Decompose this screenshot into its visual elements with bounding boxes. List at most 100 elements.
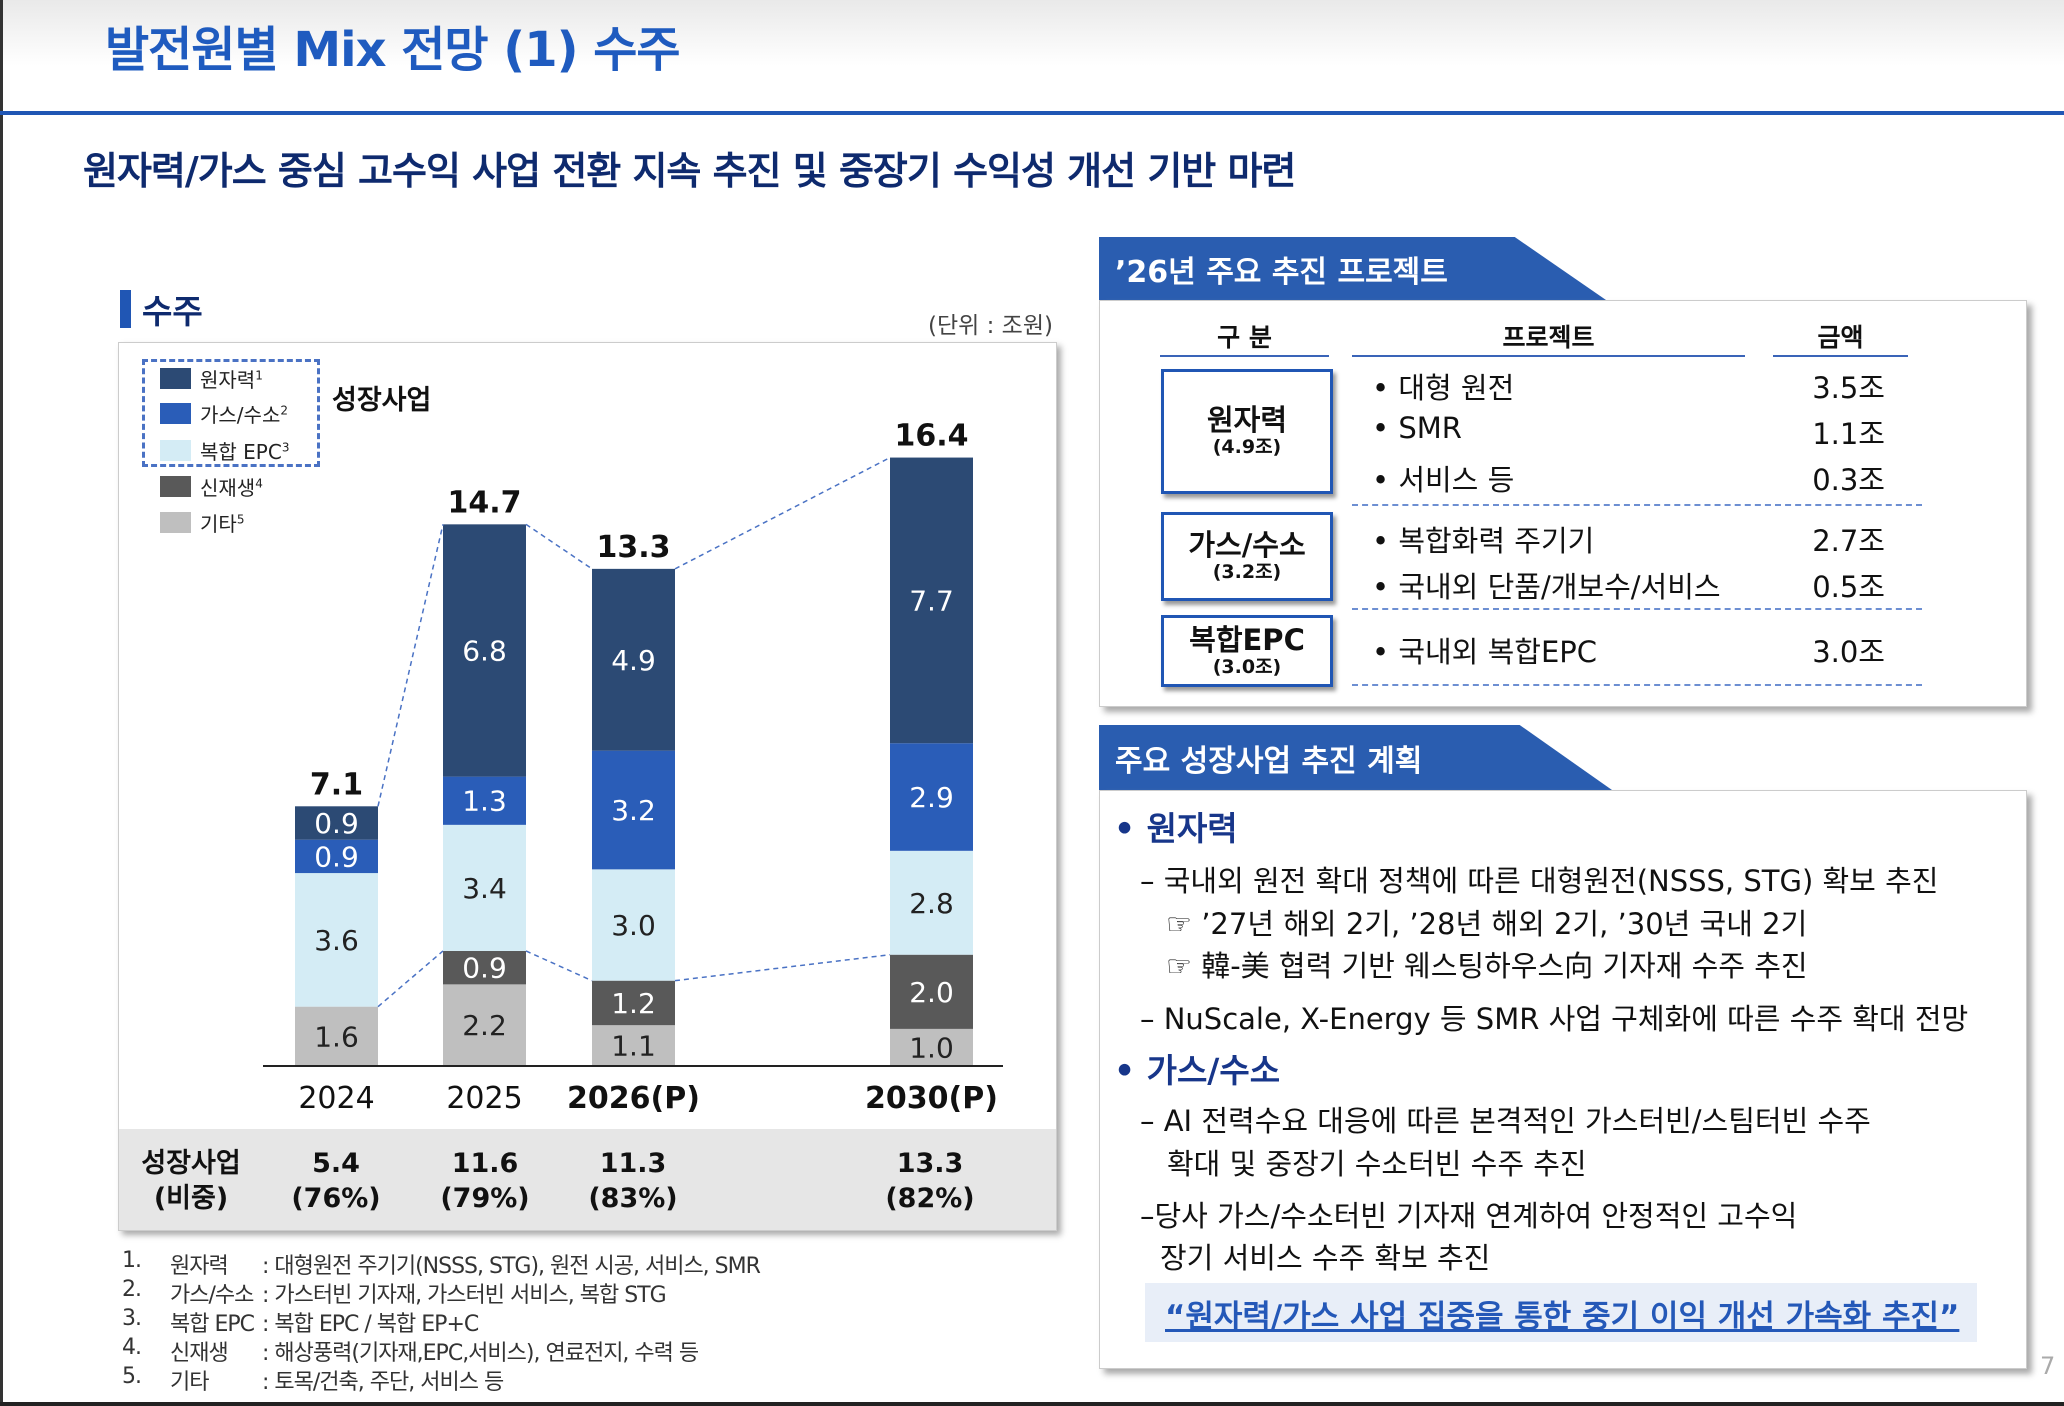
bar-segment-4 — [592, 568, 675, 751]
section-title: 수주 — [142, 292, 203, 331]
growth-value: 11.6 (79%) — [415, 1146, 555, 1216]
year-label: 2026(P) — [567, 1081, 700, 1116]
project-item: • 대형 원전 — [1372, 371, 1515, 405]
bar-segment-4 — [295, 806, 378, 840]
plan-panel — [1099, 790, 2027, 1369]
legend-label: 복합 EPC3 — [200, 436, 289, 465]
bar-segment-1 — [443, 950, 526, 985]
segment-label: 3.4 — [462, 872, 507, 905]
segment-label: 3.2 — [611, 794, 656, 827]
plan-heading-gas: • 가스/수소 — [1114, 1051, 1281, 1090]
growth-value: 11.3 (83%) — [563, 1146, 703, 1216]
col-underline — [1773, 355, 1908, 357]
footnote-number: 3. — [122, 1306, 142, 1331]
segment-label: 3.6 — [314, 924, 359, 957]
growth-value: 13.3 (82%) — [860, 1146, 1000, 1216]
plan-line-cont: 확대 및 중장기 수소터빈 수주 추진 — [1167, 1147, 1587, 1181]
category-box: 복합EPC (3.0조) — [1161, 615, 1333, 687]
growth-amount: 5.4 — [312, 1148, 360, 1179]
legend-label: 기타5 — [200, 508, 244, 537]
footnote-text: : 해상풍력(기자재,EPC,서비스), 연료전지, 수력 등 — [262, 1341, 699, 1366]
bottom-border — [0, 1402, 2064, 1406]
legend-footnote-ref: 2 — [280, 403, 288, 418]
footnote-number: 5. — [122, 1364, 142, 1389]
connector-line-top — [377, 524, 444, 807]
category-amount: (4.9조) — [1212, 436, 1282, 458]
segment-label: 2.9 — [909, 781, 954, 814]
plan-line: –당사 가스/수소터빈 기자재 연계하여 안정적인 고수익 — [1140, 1199, 1798, 1233]
legend-label: 가스/수소2 — [200, 399, 288, 428]
growth-row-band — [119, 1129, 1056, 1230]
legend-swatch — [160, 476, 191, 497]
growth-amount: 11.6 — [451, 1148, 519, 1179]
bar-segment-2 — [443, 824, 526, 951]
footnote-number: 2. — [122, 1277, 142, 1302]
footnote-text: : 가스터빈 기자재, 가스터빈 서비스, 복합 STG — [262, 1283, 667, 1308]
category-amount: (3.0조) — [1212, 655, 1282, 678]
page-number: 7 — [2040, 1352, 2056, 1380]
bar-segment-3 — [295, 839, 378, 874]
connector-line-bottom — [674, 953, 891, 982]
row-divider — [1352, 504, 1922, 506]
legend-label: 원자력1 — [200, 364, 263, 393]
plan-line: – 국내외 원전 확대 정책에 따른 대형원전(NSSS, STG) 확보 추진 — [1140, 864, 1939, 898]
bar-segment-0 — [295, 1006, 378, 1066]
bar-segment-3 — [443, 776, 526, 825]
legend-label: 신재생4 — [200, 472, 263, 501]
year-label: 2030(P) — [865, 1081, 998, 1116]
project-item: • 복합화력 주기기 — [1372, 524, 1595, 558]
segment-label: 1.2 — [611, 987, 656, 1020]
footnote-number: 1. — [122, 1248, 142, 1273]
growth-share: (83%) — [588, 1183, 678, 1214]
segment-label: 6.8 — [462, 634, 507, 667]
growth-share: (79%) — [440, 1183, 530, 1214]
project-amount: 3.5조 — [1812, 371, 1885, 405]
bar-segment-0 — [890, 1028, 973, 1066]
col-header-category: 구 분 — [1217, 323, 1272, 352]
footnote-label: 기타 — [170, 1370, 209, 1395]
segment-label: 0.9 — [314, 807, 359, 840]
legend-text: 원자력 — [200, 368, 256, 392]
legend-text: 기타 — [200, 512, 237, 536]
year-label: 2024 — [298, 1081, 374, 1116]
category-name: 원자력 — [1206, 403, 1288, 438]
legend-text: 신재생 — [200, 476, 256, 500]
legend-footnote-ref: 1 — [255, 368, 263, 383]
bar-segment-0 — [443, 984, 526, 1066]
row-divider — [1352, 684, 1922, 686]
project-amount: 3.0조 — [1812, 635, 1885, 669]
projects-tab-header: ’26년 주요 추진 프로젝트 — [1099, 237, 1606, 300]
segment-label: 1.3 — [462, 785, 507, 818]
footnote-label: 가스/수소 — [170, 1283, 254, 1308]
total-label: 7.1 — [310, 767, 363, 802]
page-title: 발전원별 Mix 전망 (1) 수주 — [105, 22, 681, 78]
growth-share: (82%) — [885, 1183, 975, 1214]
growth-row-label: 성장사업 (비중) — [121, 1146, 261, 1216]
legend-swatch — [160, 512, 191, 533]
col-underline — [1352, 355, 1745, 357]
segment-label: 1.1 — [611, 1030, 656, 1063]
total-label: 14.7 — [447, 485, 521, 520]
legend-footnote-ref: 5 — [236, 512, 245, 527]
footnote-label: 복합 EPC — [170, 1312, 255, 1337]
project-item: • SMR — [1372, 411, 1462, 445]
plan-subpoint: ☞ 韓-美 협력 기반 웨스팅하우스向 기자재 수주 추진 — [1166, 949, 1808, 983]
footnote-number: 4. — [122, 1335, 142, 1360]
col-header-amount: 금액 — [1817, 323, 1864, 352]
page-subtitle: 원자력/가스 중심 고수익 사업 전환 지속 추진 및 중장기 수익성 개선 기… — [83, 149, 1296, 193]
legend-text: 복합 EPC — [200, 440, 282, 464]
legend-footnote-ref: 3 — [281, 440, 290, 455]
segment-label: 2.2 — [462, 1009, 507, 1042]
bar-segment-3 — [592, 750, 675, 870]
segment-label: 2.0 — [909, 976, 954, 1009]
category-box: 원자력 (4.9조) — [1161, 369, 1333, 494]
bar-segment-1 — [890, 954, 973, 1029]
project-amount: 0.5조 — [1812, 570, 1885, 604]
bar-segment-4 — [890, 457, 973, 744]
bar-segment-2 — [592, 869, 675, 981]
footnote-label: 원자력 — [170, 1254, 229, 1279]
project-item: • 서비스 등 — [1372, 463, 1515, 497]
project-item: • 국내외 단품/개보수/서비스 — [1372, 570, 1721, 604]
growth-legend-group — [142, 359, 320, 467]
